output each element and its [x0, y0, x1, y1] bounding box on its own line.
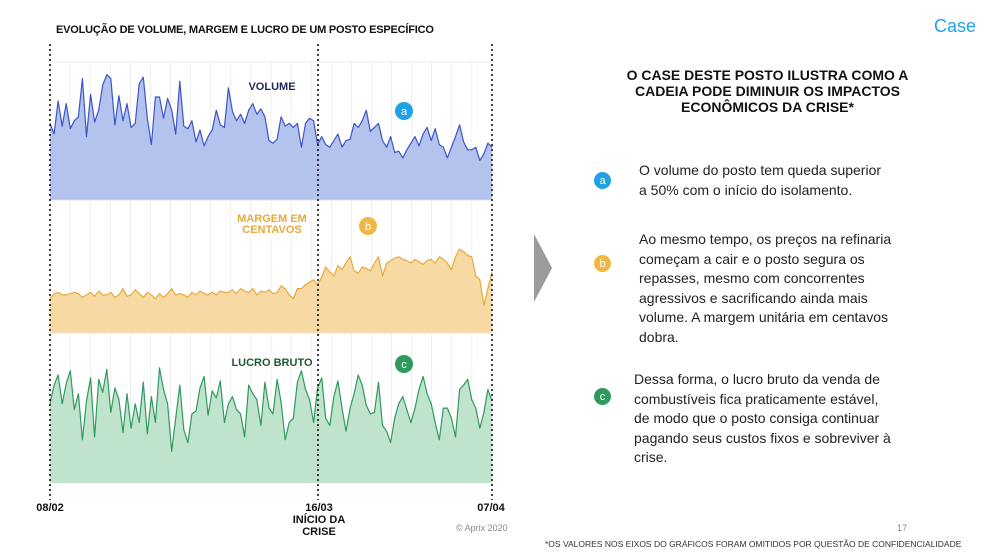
point-a-line: O volume do posto tem queda superior	[639, 162, 882, 178]
date-crisis-note-1: INÍCIO DA	[292, 514, 346, 526]
lucro-area	[50, 367, 492, 483]
volume-label: VOLUME	[248, 81, 295, 93]
point-b-line: começam a cair e o posto segura os	[639, 250, 865, 267]
point-a-line: a 50% com o início do isolamento.	[639, 181, 853, 198]
badge-c-icon: c	[594, 388, 611, 405]
badge-b-icon: b	[594, 255, 611, 272]
badge-c-letter: c	[401, 359, 407, 371]
volume-label-halo: VOLUME	[248, 81, 295, 93]
volume-area	[50, 74, 492, 200]
headline-line-3: ECONÔMICOS DA CRISE*	[681, 99, 854, 115]
margem-label-halo: CENTAVOS	[242, 224, 302, 236]
arrow-right-icon	[534, 234, 552, 302]
point-c: c Dessa forma, o lucro bruto da venda de…	[594, 370, 891, 468]
margem-label: CENTAVOS	[242, 224, 302, 236]
badge-c-circle	[395, 355, 413, 373]
date-crisis-date: 16/03	[305, 502, 333, 514]
headline-line-1: O CASE DESTE POSTO ILUSTRA COMO A	[626, 67, 909, 83]
margem-area	[50, 249, 492, 333]
point-c-line: de modo que o posto consiga continuar	[634, 410, 880, 426]
volume-line	[49, 74, 493, 161]
badge-a-icon: a	[594, 172, 611, 189]
lucro-label-halo: LUCRO BRUTO	[231, 357, 313, 369]
date-crisis-label: 16/03 INÍCIO DA CRISE	[284, 502, 354, 538]
confidentiality-footnote: *OS VALORES NOS EIXOS DO GRÁFICOS FORAM …	[545, 539, 962, 549]
badge-a-letter: a	[401, 106, 408, 118]
badge-b-circle	[359, 217, 377, 235]
point-b-line: dobra.	[639, 328, 679, 345]
date-start-label: 08/02	[36, 502, 64, 514]
headline-line-2: CADEIA PODE DIMINUIR OS IMPACTOS	[635, 83, 900, 99]
point-a: a O volume do posto tem queda superior a…	[594, 161, 881, 200]
point-b-line: Ao mesmo tempo, os preços na refinaria	[639, 231, 892, 247]
lucro-line	[49, 367, 493, 452]
date-crisis-note-2: CRISE	[302, 526, 336, 538]
copyright-text: © Aprix 2020	[456, 523, 508, 533]
case-label: Case	[933, 16, 976, 36]
point-a-text: O volume do posto tem queda superior a 5…	[639, 161, 881, 200]
point-c-line: crise.	[634, 449, 668, 465]
margem-line	[49, 248, 493, 306]
point-b-line: volume. A margem unitária em centavos	[639, 309, 889, 325]
margem-label-halo: MARGEM EM	[237, 213, 307, 225]
point-b-line: agressivos e sacrificando ainda mais	[639, 289, 868, 306]
point-c-line: combustíveis fica praticamente estável,	[634, 390, 879, 407]
point-b-text: Ao mesmo tempo, os preços na refinaria c…	[639, 230, 891, 347]
point-c-text: Dessa forma, o lucro bruto da venda de c…	[634, 370, 891, 468]
point-b-line: repasses, mesmo com concorrentes	[639, 270, 865, 286]
date-end-label: 07/04	[477, 502, 505, 514]
point-c-line: Dessa forma, o lucro bruto da venda de	[634, 371, 880, 387]
case-headline: O CASE DESTE POSTO ILUSTRA COMO A CADEIA…	[590, 67, 945, 115]
lucro-label: LUCRO BRUTO	[231, 357, 313, 369]
point-b: b Ao mesmo tempo, os preços na refinaria…	[594, 230, 891, 347]
margem-label: MARGEM EM	[237, 213, 307, 225]
badge-a-circle	[395, 102, 413, 120]
badge-b-letter: b	[365, 221, 371, 233]
point-c-line: pagando seus custos fixos e sobreviver à	[634, 429, 891, 446]
chart-title: EVOLUÇÃO DE VOLUME, MARGEM E LUCRO DE UM…	[56, 24, 434, 36]
page-number: 17	[897, 523, 908, 533]
